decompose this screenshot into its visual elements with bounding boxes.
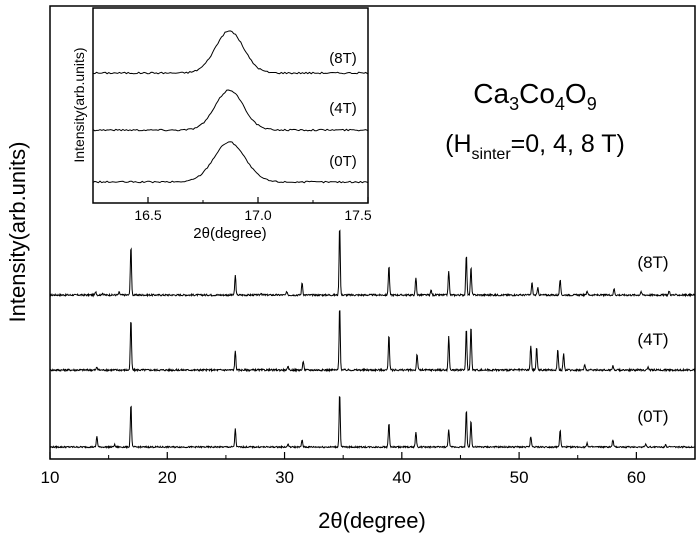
inset-series-line [92,141,368,184]
inset-series-label: (4T) [329,100,357,117]
main-x-tick-label: 20 [158,468,177,487]
inset-series-line [92,89,368,132]
inset-plot-frame [92,7,369,204]
inset-series-group [92,30,368,184]
main-series-line [49,396,696,450]
main-series-label: (4T) [637,330,668,349]
compound-formula: Ca3Co4O9 [473,78,596,114]
main-series-label: (8T) [637,253,668,272]
main-x-tick-label: 50 [510,468,529,487]
main-series-labels: (8T) (4T) (0T) [637,253,668,426]
main-x-tick-label: 30 [275,468,294,487]
inset-x-tick-label: 17.5 [344,207,371,223]
inset-y-axis-label: Intensity(arb.units) [71,47,87,162]
main-x-tick-label: 10 [41,468,60,487]
inset-series-labels: (8T) (4T) (0T) [329,50,357,170]
inset-series-label: (8T) [329,50,357,67]
main-x-axis-label: 2θ(degree) [318,508,426,533]
main-x-tick-label: 40 [392,468,411,487]
main-series-line [50,229,696,298]
main-y-axis-label: Intensity(arb.units) [5,142,30,323]
main-series-line [49,310,696,373]
main-series-group [49,229,696,450]
main-plot-frame [49,5,696,460]
inset-x-axis-label: 2θ(degree) [193,225,266,242]
inset-series-line [92,30,368,75]
main-series-label: (0T) [637,407,668,426]
inset-x-tick-label: 16.5 [134,207,161,223]
main-x-tick-label: 60 [627,468,646,487]
sinter-condition: (Hsinter=0, 4, 8 T) [445,130,625,163]
inset-x-tick-label: 17.0 [244,207,271,223]
inset-x-axis-ticks: 16.5 17.0 17.5 [134,197,372,223]
inset-series-label: (0T) [329,153,357,170]
main-x-axis-ticks: 10 20 30 40 50 60 [41,452,646,487]
